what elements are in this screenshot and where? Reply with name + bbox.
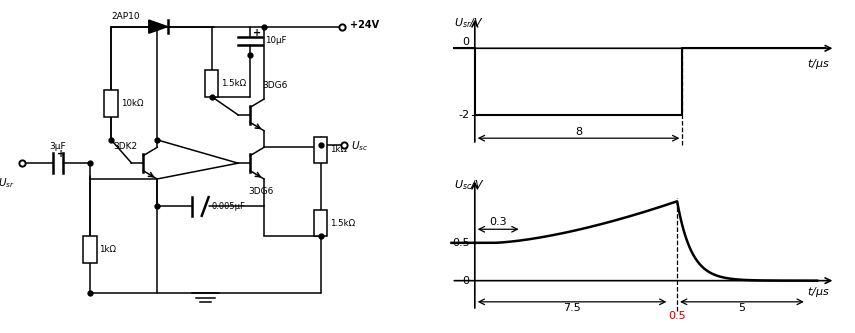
- Text: +: +: [57, 149, 65, 159]
- Text: $U_{sr}$/V: $U_{sr}$/V: [454, 17, 484, 30]
- Bar: [205, 70, 219, 97]
- Text: 0.5: 0.5: [452, 238, 469, 248]
- Text: $t$/μs: $t$/μs: [807, 285, 830, 299]
- Bar: [83, 236, 97, 263]
- Text: 3DK2: 3DK2: [113, 142, 138, 151]
- Text: 0.005μF: 0.005μF: [211, 202, 245, 211]
- Text: 1kΩ: 1kΩ: [330, 145, 347, 155]
- Text: 3DG6: 3DG6: [248, 187, 274, 196]
- Polygon shape: [149, 20, 168, 33]
- Bar: [314, 210, 327, 236]
- Text: 3μF: 3μF: [50, 142, 66, 151]
- Bar: [104, 90, 118, 117]
- Text: 0.3: 0.3: [489, 217, 507, 227]
- Text: +: +: [253, 28, 262, 39]
- Text: 0.5: 0.5: [669, 311, 686, 321]
- Text: 1.5kΩ: 1.5kΩ: [221, 79, 246, 88]
- Text: 7.5: 7.5: [563, 303, 581, 313]
- Text: -2: -2: [458, 110, 469, 120]
- Text: 1.5kΩ: 1.5kΩ: [330, 218, 355, 228]
- Text: 0: 0: [463, 37, 469, 47]
- Text: $U_{sc}$: $U_{sc}$: [351, 140, 369, 154]
- Text: 5: 5: [739, 303, 746, 313]
- Text: $U_{sr}$: $U_{sr}$: [0, 176, 15, 189]
- Bar: [314, 137, 327, 163]
- Text: 10μF: 10μF: [265, 36, 286, 45]
- Text: $t$/μs: $t$/μs: [807, 57, 830, 71]
- Text: 1kΩ: 1kΩ: [99, 245, 116, 254]
- Text: +24V: +24V: [350, 20, 379, 30]
- Text: 0: 0: [463, 276, 469, 286]
- Text: $U_{sc}$/V: $U_{sc}$/V: [454, 178, 485, 192]
- Text: 8: 8: [575, 127, 582, 137]
- Text: 3DG6: 3DG6: [262, 81, 287, 90]
- Text: 10kΩ: 10kΩ: [121, 99, 143, 108]
- Text: 2AP10: 2AP10: [111, 12, 139, 21]
